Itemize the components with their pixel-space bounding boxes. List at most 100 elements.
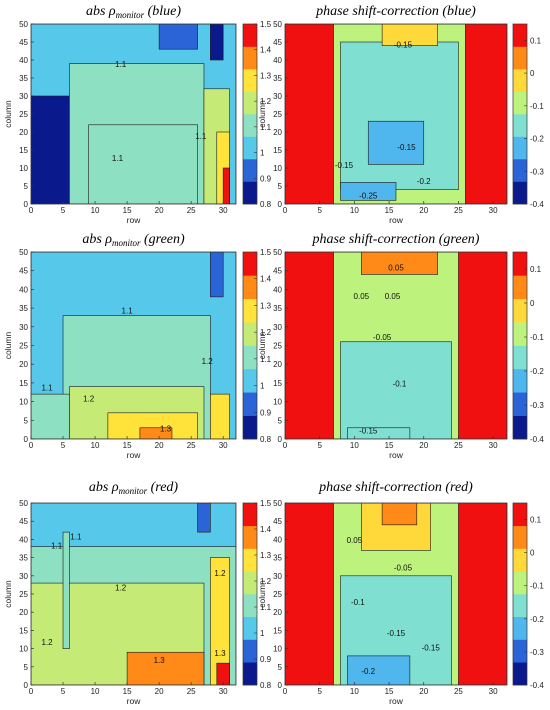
abs-green-xtick-6: 30 bbox=[219, 441, 228, 450]
abs-red-colorbar-segment-2 bbox=[243, 616, 257, 640]
phase-red-colorbar-segment-0 bbox=[513, 662, 527, 686]
abs-red-colorbar-tick-4: 1.2 bbox=[260, 577, 272, 586]
abs-red-colorbar-segment-3 bbox=[243, 594, 257, 618]
phase-red-ylabel: column bbox=[257, 580, 267, 608]
phase-blue-ytick-3: 15 bbox=[273, 146, 282, 155]
phase-green-ytick-5: 25 bbox=[273, 342, 282, 351]
abs-red-contour-label-2: 1.2 bbox=[115, 583, 127, 592]
abs-blue-title: abs ρmonitor (blue) bbox=[86, 4, 181, 20]
phase-green-xtick-6: 30 bbox=[489, 441, 498, 450]
phase-green-contour-label-2: 0.05 bbox=[385, 292, 401, 301]
abs-green-xtick-0: 0 bbox=[29, 441, 34, 450]
phase-blue-region-3 bbox=[367, 120, 425, 165]
abs-green-panel: abs ρmonitor (green)1.11.21.31.21.10 5 10 1… bbox=[3, 232, 272, 460]
phase-green-colorbar-tick-3: -0.1 bbox=[530, 333, 544, 342]
abs-blue-colorbar-segment-2 bbox=[243, 136, 257, 160]
abs-blue-region-8 bbox=[210, 24, 224, 61]
phase-red-ytick-1: 5 bbox=[278, 663, 283, 672]
abs-green-ytick-9: 45 bbox=[19, 267, 28, 276]
abs-green-contour-label-3: 1.2 bbox=[202, 357, 214, 366]
abs-blue-xtick-2: 10 bbox=[91, 206, 100, 215]
abs-red-ytick-10: 50 bbox=[19, 499, 28, 508]
abs-red-region-5 bbox=[216, 662, 230, 685]
abs-green-contour-label-0: 1.1 bbox=[122, 307, 134, 316]
abs-blue-xtick-5: 25 bbox=[187, 206, 196, 215]
abs-green-ytick-0: 0 bbox=[24, 435, 29, 444]
phase-blue-ytick-5: 25 bbox=[273, 110, 282, 119]
phase-green-xtick-2: 10 bbox=[350, 441, 359, 450]
phase-green-contour-label-5: -0.15 bbox=[359, 426, 378, 435]
phase-green-colorbar-segment-1 bbox=[513, 392, 527, 416]
phase-blue-contour-label-4: -0.15 bbox=[335, 161, 354, 170]
abs-green-ytick-5: 25 bbox=[19, 342, 28, 351]
phase-green-colorbar-segment-6 bbox=[513, 275, 527, 300]
phase-green-region-2 bbox=[340, 341, 452, 439]
abs-red-xtick-6: 30 bbox=[219, 687, 228, 696]
phase-blue-ytick-2: 10 bbox=[273, 164, 282, 173]
phase-green-colorbar-tick-5: 0.1 bbox=[530, 265, 542, 274]
abs-red-xtick-1: 5 bbox=[61, 687, 66, 696]
abs-green-ytick-6: 30 bbox=[19, 323, 28, 332]
abs-red-xtick-3: 15 bbox=[123, 687, 132, 696]
abs-blue-ytick-10: 50 bbox=[19, 20, 28, 29]
abs-red-colorbar-segment-4 bbox=[243, 571, 257, 595]
abs-green-ytick-2: 10 bbox=[19, 398, 28, 407]
phase-blue-xtick-1: 5 bbox=[317, 206, 322, 215]
abs-red-colorbar-tick-7: 1.5 bbox=[260, 499, 272, 508]
phase-blue-ylabel: column bbox=[257, 100, 267, 128]
abs-blue-ytick-3: 15 bbox=[19, 146, 28, 155]
phase-green-contour-label-3: -0.05 bbox=[373, 333, 392, 342]
phase-blue-ytick-0: 0 bbox=[278, 200, 283, 209]
abs-red-region-7 bbox=[197, 503, 211, 533]
abs-blue-region-7 bbox=[158, 24, 198, 50]
abs-red-plot-area: 1.1 1.1 1.2 1.3 1.2 1.2 1.3 bbox=[31, 503, 236, 685]
abs-red-ytick-6: 30 bbox=[19, 572, 28, 581]
phase-blue-colorbar-segment-4 bbox=[513, 91, 527, 115]
phase-red-colorbar-segment-6 bbox=[513, 525, 527, 549]
abs-red-ytick-8: 40 bbox=[19, 535, 28, 544]
phase-red-xtick-0: 0 bbox=[283, 687, 288, 696]
abs-red-xtick-2: 10 bbox=[91, 687, 100, 696]
phase-red-contour-label-1: -0.05 bbox=[394, 563, 413, 572]
abs-red-colorbar-tick-2: 1 bbox=[260, 629, 265, 638]
phase-blue-xtick-5: 25 bbox=[454, 206, 463, 215]
abs-blue-region-3 bbox=[88, 124, 198, 204]
abs-red-panel: abs ρmonitor (red)1.11.11.21.31.21.21.30… bbox=[3, 480, 272, 706]
abs-green-colorbar-tick-6: 1.4 bbox=[260, 275, 272, 284]
phase-blue-ytick-10: 50 bbox=[273, 20, 282, 29]
abs-red-xlabel: row bbox=[127, 696, 142, 706]
phase-red-title: phase shift-correction (red) bbox=[318, 480, 473, 495]
phase-red-contour-label-2: -0.1 bbox=[351, 598, 365, 607]
phase-blue-contour-label-1: -0.15 bbox=[397, 143, 416, 152]
abs-blue-colorbar-segment-4 bbox=[243, 91, 257, 115]
phase-red-ytick-3: 15 bbox=[273, 626, 282, 635]
phase-green-colorbar-tick-1: -0.3 bbox=[530, 401, 544, 410]
abs-blue-colorbar-tick-7: 1.5 bbox=[260, 20, 272, 29]
phase-red-ytick-10: 50 bbox=[273, 499, 282, 508]
phase-blue-ytick-8: 40 bbox=[273, 56, 282, 65]
phase-blue-colorbar-segment-1 bbox=[513, 159, 527, 182]
phase-blue-xtick-6: 30 bbox=[489, 206, 498, 215]
abs-green-colorbar-segment-5 bbox=[243, 298, 257, 323]
phase-blue-ytick-1: 5 bbox=[278, 182, 283, 191]
phase-red-colorbar-segment-1 bbox=[513, 639, 527, 663]
abs-green-region-7 bbox=[210, 393, 230, 439]
abs-green-xtick-3: 15 bbox=[123, 441, 132, 450]
phase-red-xtick-6: 30 bbox=[489, 687, 498, 696]
abs-green-colorbar: 0.8 0.9 1 1.1 1.2 1.3 1.4 1.5 bbox=[242, 248, 272, 444]
abs-red-colorbar-segment-0 bbox=[243, 662, 257, 686]
phase-green-ytick-6: 30 bbox=[273, 323, 282, 332]
phase-red-xtick-2: 10 bbox=[350, 687, 359, 696]
abs-red-colorbar: 0.8 0.9 1 1.1 1.2 1.3 1.4 1.5 bbox=[242, 499, 272, 690]
abs-green-colorbar-tick-1: 0.9 bbox=[260, 408, 272, 417]
abs-blue-ylabel: column bbox=[3, 100, 13, 128]
abs-red-colorbar-segment-7 bbox=[243, 503, 257, 527]
phase-red-colorbar-tick-4: 0 bbox=[530, 549, 535, 558]
phase-green-contour-label-4: -0.1 bbox=[393, 380, 407, 389]
phase-blue-contour-label-3: -0.25 bbox=[359, 192, 378, 201]
abs-green-colorbar-tick-3: 1.1 bbox=[260, 355, 272, 364]
phase-red-colorbar-tick-5: 0.1 bbox=[530, 516, 542, 525]
abs-red-ytick-2: 10 bbox=[19, 645, 28, 654]
phase-blue-colorbar-tick-5: 0.1 bbox=[530, 36, 542, 45]
